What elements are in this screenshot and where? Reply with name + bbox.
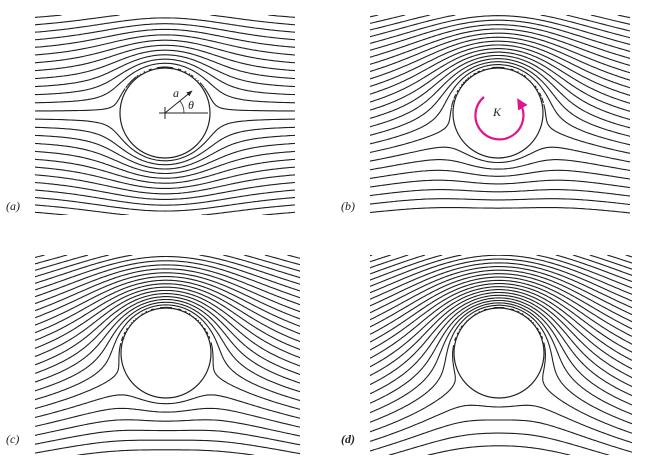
- panel-label-d: (d): [341, 432, 355, 446]
- cylinder-d: [453, 307, 545, 399]
- panel-b-flow-with-circulation: [370, 15, 630, 214]
- radius-symbol: a: [173, 86, 179, 100]
- panel-d-stagnation-above-cylinder: [370, 255, 632, 455]
- radius-annotation: a θ: [159, 86, 208, 119]
- panel-label-b: (b): [341, 199, 355, 213]
- cylinder-c: [120, 307, 212, 399]
- streamlines: [370, 15, 630, 214]
- panel-c-stagnation-at-top: [35, 255, 300, 455]
- panel-label-a: (a): [6, 199, 20, 213]
- angle-symbol: θ: [188, 98, 194, 112]
- cylinder-b: [452, 67, 544, 159]
- panel-label-c: (c): [6, 432, 20, 446]
- streamlines: [35, 255, 300, 455]
- streamlines: [370, 255, 632, 455]
- circulation-arrow: K: [474, 96, 528, 141]
- panel-a-uniform-flow-no-circulation: [35, 15, 295, 215]
- streamlines: [35, 15, 295, 215]
- circulation-symbol: K: [492, 105, 502, 119]
